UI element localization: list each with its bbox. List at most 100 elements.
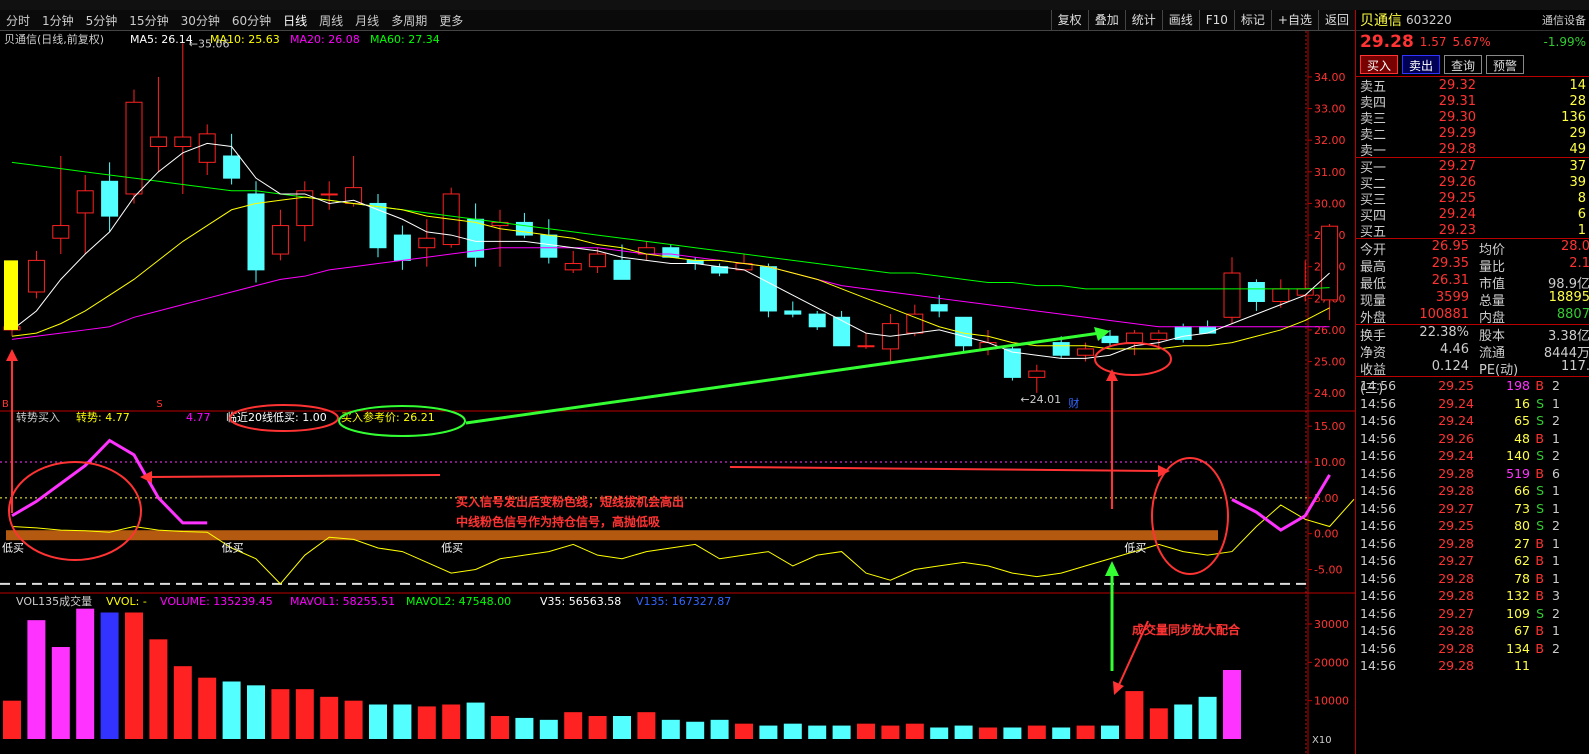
period-tab-3[interactable]: 15分钟 — [129, 13, 169, 28]
buy-signal-label: 低买 — [222, 542, 244, 555]
stat-value: 100881 — [1419, 307, 1469, 322]
tick-volume: 27 — [1514, 535, 1530, 551]
price-axis-tick: 34.00 — [1314, 71, 1346, 84]
tick-price: 29.28 — [1438, 588, 1474, 604]
tick-volume: 66 — [1514, 483, 1530, 499]
chart-tool-1[interactable]: 叠加 — [1087, 10, 1125, 30]
volume-bar — [515, 717, 534, 739]
kline-chart-area[interactable]: 34.0033.0032.0031.0030.0029.0028.0027.00… — [0, 31, 1355, 754]
asks-label: 卖五 — [1360, 79, 1387, 95]
trade-buttons: 买入 卖出 查询 预警 — [1356, 53, 1589, 77]
tick-count: 3 — [1552, 588, 1560, 604]
volume-bar — [857, 723, 875, 739]
tick-price: 29.24 — [1438, 413, 1474, 429]
trend-yellow-line — [11, 498, 1355, 585]
stat-key: 均价 — [1479, 243, 1506, 258]
asks-label: 卖一 — [1360, 143, 1387, 159]
main-chart-title: 贝通信(日线,前复权) — [4, 32, 104, 46]
tick-price: 29.25 — [1438, 518, 1474, 534]
asks-row: 卖一 29.28 49 — [1356, 141, 1589, 159]
stat-value: 2.1 — [1569, 256, 1589, 271]
tick-count: 2 — [1552, 605, 1560, 621]
sell-button[interactable]: 卖出 — [1402, 55, 1441, 74]
tick-price: 29.28 — [1438, 535, 1474, 551]
chart-tool-5[interactable]: 标记 — [1233, 10, 1271, 30]
chart-tool-3[interactable]: 画线 — [1161, 10, 1199, 30]
tick-time: 14:56 — [1360, 535, 1397, 551]
volume-note: 成交量同步放大配合 — [1132, 622, 1241, 637]
tick-price: 29.28 — [1438, 570, 1474, 586]
buy-signal-label: 低买 — [2, 542, 24, 555]
stat-key: 今开 — [1360, 243, 1387, 258]
tick-count: 1 — [1552, 500, 1560, 516]
tick-count: 1 — [1552, 623, 1560, 639]
candle — [320, 181, 338, 210]
indicator-value-label: 买入参考价: 26.21 — [341, 410, 435, 424]
tick-side: S — [1536, 448, 1544, 464]
period-tab-8[interactable]: 月线 — [355, 13, 380, 28]
asks-volume: 49 — [1569, 141, 1586, 157]
tick-side: B — [1535, 465, 1544, 481]
tick-row: 14:56 29.26 48 B 1 — [1356, 430, 1589, 448]
stat-key: 收益(三) — [1360, 363, 1387, 397]
volume-bar — [1076, 725, 1095, 739]
volume-bar — [979, 727, 997, 739]
stat-key: 量比 — [1479, 260, 1506, 275]
chart-tool-7[interactable]: 返回 — [1317, 10, 1355, 30]
tick-side: B — [1535, 623, 1544, 639]
indicator-value-label: 4.77 — [186, 411, 211, 424]
query-button[interactable]: 查询 — [1444, 55, 1483, 74]
chart-tool-6[interactable]: +自选 — [1270, 10, 1318, 30]
period-tab-7[interactable]: 周线 — [319, 13, 344, 28]
volume-bar — [783, 723, 802, 739]
price-change-pct: 5.67% — [1452, 35, 1491, 49]
bids-row: 买三 29.25 8 — [1356, 190, 1589, 208]
buy-button[interactable]: 买入 — [1360, 55, 1399, 74]
period-tab-6[interactable]: 日线 — [283, 13, 308, 28]
ma-indicator-label: MA60: 27.34 — [370, 33, 440, 46]
tick-side: B — [1535, 588, 1544, 604]
chart-tool-4[interactable]: F10 — [1198, 10, 1234, 30]
red-right-arrow — [729, 466, 1161, 472]
chart-tool-2[interactable]: 统计 — [1124, 10, 1162, 30]
volume-bar — [735, 723, 753, 739]
sector-label[interactable]: 通信设备 — [1542, 14, 1586, 27]
volume-bar — [442, 704, 461, 739]
tick-time: 14:56 — [1360, 553, 1397, 569]
highlight-circle — [338, 405, 466, 437]
position-bar — [4, 260, 18, 330]
volume-bar — [905, 723, 924, 739]
period-tab-2[interactable]: 5分钟 — [85, 13, 118, 28]
tick-time: 14:56 — [1360, 640, 1397, 656]
asks-price: 29.30 — [1438, 109, 1476, 125]
period-tab-0[interactable]: 分时 — [6, 13, 31, 28]
period-tab-4[interactable]: 30分钟 — [180, 13, 220, 28]
period-tab-9[interactable]: 多周期 — [391, 13, 428, 28]
tick-side: S — [1536, 518, 1544, 534]
volume-bar — [1149, 708, 1168, 739]
tick-time: 14:56 — [1360, 378, 1397, 394]
candle — [76, 174, 94, 255]
asks-volume: 136 — [1561, 109, 1586, 125]
price-axis-tick: 30.00 — [1314, 197, 1346, 210]
alert-button[interactable]: 预警 — [1486, 55, 1525, 74]
stat-row: 换手 22.38% 股本 3.38亿 — [1356, 325, 1589, 344]
tick-row: 14:56 29.27 109 S 2 — [1356, 605, 1589, 623]
period-tab-5[interactable]: 60分钟 — [231, 13, 272, 28]
bids-price: 29.24 — [1438, 206, 1476, 222]
asks-label: 卖三 — [1360, 111, 1387, 127]
period-tab-1[interactable]: 1分钟 — [42, 13, 74, 28]
chart-tool-0[interactable]: 复权 — [1050, 10, 1088, 30]
volume-bar — [613, 716, 631, 739]
tick-count: 1 — [1552, 570, 1560, 586]
tick-time: 14:56 — [1360, 413, 1397, 429]
indicator-value-label: 转势: 4.77 — [76, 410, 130, 424]
volume-bar — [1125, 691, 1144, 739]
ma20-line — [11, 247, 1330, 340]
stat-row: 今开 26.95 均价 28.0 — [1356, 239, 1589, 258]
period-tab-10[interactable]: 更多 — [439, 13, 464, 28]
tick-row: 14:56 29.24 16 S 1 — [1356, 395, 1589, 413]
candle — [808, 310, 826, 330]
indicator-axis-tick: 15.00 — [1314, 420, 1346, 433]
volume-bar — [1052, 727, 1071, 739]
